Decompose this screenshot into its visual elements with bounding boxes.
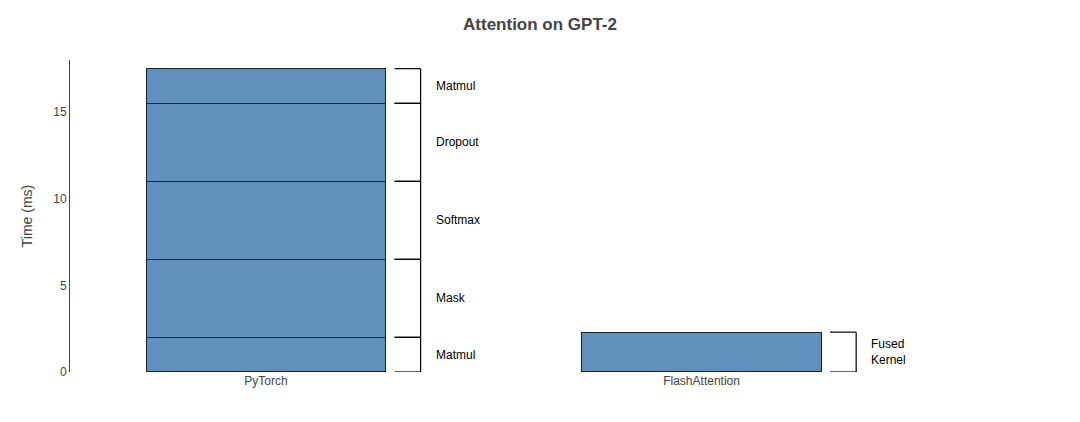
svg-text:15: 15 [53,105,67,119]
svg-text:Matmul: Matmul [436,348,475,362]
svg-text:Softmax: Softmax [436,213,480,227]
svg-text:Mask: Mask [436,291,466,305]
svg-text:Time (ms): Time (ms) [19,185,35,247]
svg-text:Attention on GPT-2: Attention on GPT-2 [463,15,617,34]
svg-text:Dropout: Dropout [436,135,479,149]
svg-text:10: 10 [53,192,67,206]
svg-text:FusedKernel: FusedKernel [871,337,906,367]
svg-text:5: 5 [60,279,67,293]
svg-text:PyTorch: PyTorch [244,374,287,388]
svg-text:0: 0 [60,365,67,379]
svg-text:Matmul: Matmul [436,79,475,93]
svg-text:FlashAttention: FlashAttention [663,374,740,388]
